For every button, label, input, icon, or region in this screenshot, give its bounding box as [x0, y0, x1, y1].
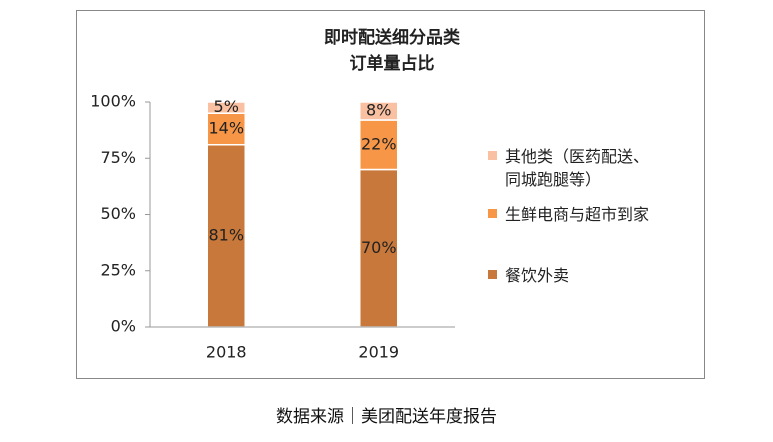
- legend-label: 生鲜电商与超市到家: [505, 205, 650, 224]
- y-tick-label: 0%: [111, 317, 136, 336]
- bar-segment: [206, 112, 246, 146]
- bar-segment: [359, 168, 399, 328]
- data-label: 5%: [214, 97, 239, 116]
- legend-item: 生鲜电商与超市到家: [488, 203, 678, 226]
- legend-label: 餐饮外卖: [505, 266, 570, 285]
- bar-segment: [359, 119, 399, 171]
- y-tick-label: 100%: [90, 92, 136, 111]
- legend-swatch: [488, 270, 497, 279]
- legend-label: 其他类（医药配送、同城跑腿等）: [505, 147, 650, 189]
- data-label: 70%: [361, 238, 397, 257]
- data-label: 8%: [366, 101, 391, 120]
- y-tick-label: 75%: [100, 148, 136, 167]
- y-tick-label: 50%: [100, 204, 136, 223]
- legend-item: 其他类（医药配送、同城跑腿等）: [488, 145, 678, 191]
- bar-segment: [359, 101, 399, 121]
- data-label: 22%: [361, 134, 397, 153]
- chart-title: 即时配送细分品类: [324, 27, 461, 48]
- chart-title: 订单量占比: [350, 53, 435, 74]
- legend-swatch: [488, 151, 497, 160]
- legend-item: 餐饮外卖: [488, 264, 678, 287]
- caption: 数据来源｜美团配送年度报告: [276, 407, 497, 427]
- x-tick-label: 2018: [206, 343, 247, 362]
- data-label: 14%: [208, 119, 244, 138]
- bar-segment: [206, 101, 246, 114]
- x-tick-label: 2019: [358, 343, 399, 362]
- data-label: 81%: [208, 225, 244, 244]
- y-tick-label: 25%: [100, 260, 136, 279]
- legend-swatch: [488, 209, 497, 218]
